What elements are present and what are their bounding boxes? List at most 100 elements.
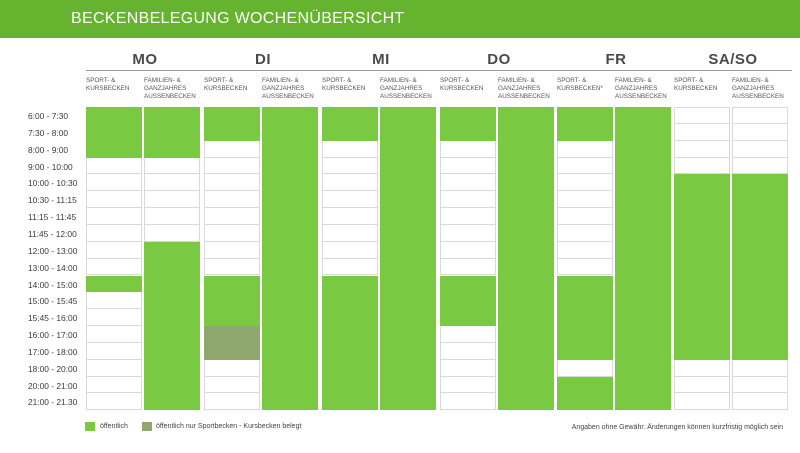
schedule-cell [674,140,730,158]
public-slot-block [380,107,436,411]
schedule-cell [557,359,613,377]
time-label: 9:00 - 10:00 [28,161,73,172]
day-title: SA/SO [708,51,758,68]
schedule-cell [440,157,496,175]
time-label: 15:45 - 16:00 [28,313,78,324]
schedule-cell [322,258,378,276]
schedule-cell [204,174,260,192]
sport-pool-column [204,107,260,411]
schedule-cell [557,157,613,175]
schedule-cell [440,140,496,158]
schedule-cell [204,393,260,411]
schedule-cell [86,309,142,327]
legend-public-swatch [85,422,95,431]
sport-pool-label: SPORT- & KURSBECKEN [86,77,130,92]
schedule-cell [322,224,378,242]
time-label: 7:30 - 8:00 [28,127,69,138]
schedule-cell [674,359,730,377]
schedule-cell [674,123,730,141]
schedule-cell [86,157,142,175]
day-divider [322,70,440,71]
schedule-cell [86,224,142,242]
schedule-cell [557,241,613,259]
day-divider [557,70,675,71]
time-label: 10:00 - 10:30 [28,178,78,189]
schedule-cell [204,376,260,394]
sport-pool-label: SPORT- & KURSBECKEN [322,77,366,92]
schedule-cell [144,174,200,192]
schedule-cell [557,191,613,209]
legend-partial-swatch [142,422,152,431]
time-label: 6:00 - 7:30 [28,111,69,121]
disclaimer-text: Angaben ohne Gewähr. Änderungen können k… [571,424,783,431]
schedule-cell [440,326,496,343]
sport-pool-column [674,107,730,411]
public-slot-block [440,275,496,327]
day-title: FR [605,51,627,68]
schedule-cell [732,140,788,158]
schedule-cell [86,342,142,360]
schedule-cell [86,241,142,259]
family-pool-label: FAMILIEN- & GANZJAHRES AUßENBECKEN [498,77,550,100]
schedule-cell [674,107,730,124]
schedule-cell [557,208,613,225]
schedule-cell [440,241,496,259]
time-label: 12:00 - 13:00 [28,245,78,256]
public-slot-block [557,107,613,141]
schedule-cell [322,208,378,225]
schedule-cell [557,224,613,242]
schedule-cell [204,208,260,225]
time-label: 11:15 - 11:45 [28,212,77,223]
schedule-cell [732,123,788,141]
schedule-cell [86,359,142,377]
schedule-cell [204,258,260,276]
schedule-cell [674,157,730,175]
time-label: 8:00 - 9:00 [28,144,69,155]
schedule-cell [440,191,496,209]
schedule-cell [440,376,496,394]
public-slot-block [86,107,142,158]
schedule-cell [322,241,378,259]
public-slot-block [322,107,378,141]
schedule-cell [674,376,730,394]
schedule-cell [440,393,496,411]
page-title: BECKENBELEGUNG WOCHENÜBERSICHT [71,10,405,27]
family-pool-column [262,107,318,411]
public-slot-block [86,275,142,293]
schedule-cell [322,157,378,175]
day-divider [440,70,558,71]
partial-slot-block [204,326,260,360]
legend-partial-label: öffentlich nur Sportbecken - Kursbecken … [156,423,302,430]
family-pool-label: FAMILIEN- & GANZJAHRES AUßENBECKEN [615,77,667,100]
public-slot-block [732,174,788,360]
schedule-cell [204,241,260,259]
schedule-cell [732,157,788,175]
public-slot-block [557,275,613,360]
public-slot-block [204,107,260,141]
family-pool-column [144,107,200,411]
schedule-cell [440,208,496,225]
schedule-cell [440,342,496,360]
sport-pool-column [322,107,378,411]
time-label: 21:00 - 21.30 [28,397,78,408]
public-slot-block [262,107,318,411]
family-pool-column [498,107,554,411]
schedule-cell [86,326,142,343]
public-slot-block [498,107,554,411]
legend-public-label: öffentlich [100,423,128,430]
schedule-cell [557,258,613,276]
schedule-cell [204,359,260,377]
sport-pool-column [86,107,142,411]
time-label: 14:00 - 15:00 [28,279,78,290]
schedule-cell [732,393,788,411]
sport-pool-label: SPORT- & KURSBECKEN [440,77,484,92]
schedule-cell [144,157,200,175]
day-title: MI [372,51,390,68]
time-label: 15:00 - 15:45 [28,296,78,307]
schedule-cell [440,258,496,276]
family-pool-column [380,107,436,411]
schedule-cell [322,140,378,158]
schedule-cell [557,174,613,192]
schedule-cell [732,359,788,377]
family-pool-label: FAMILIEN- & GANZJAHRES AUßENBECKEN [380,77,432,100]
